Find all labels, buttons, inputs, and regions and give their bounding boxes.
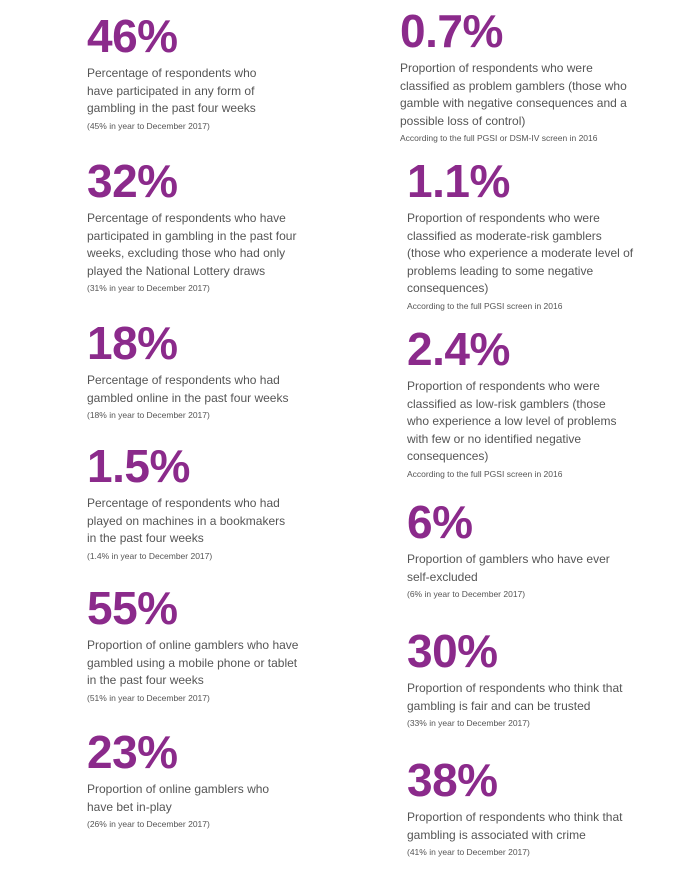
stat-note: According to the full PGSI or DSM-IV scr…	[400, 133, 598, 143]
stat-description: Proportion of respondents who were class…	[407, 379, 617, 463]
stat-description: Percentage of respondents who have parti…	[87, 66, 257, 115]
stat-description: Proportion of respondents who think that…	[407, 681, 623, 713]
stat-note: (45% in year to December 2017)	[87, 120, 210, 131]
stat-value: 46%	[87, 10, 178, 62]
stat-description: Proportion of online gamblers who have g…	[87, 638, 299, 687]
stat-note: (33% in year to December 2017)	[407, 718, 530, 728]
stat-note: (41% in year to December 2017)	[407, 847, 530, 857]
stat-note: (1.4% in year to December 2017)	[87, 550, 213, 561]
stat-description: Proportion of gamblers who have ever sel…	[407, 552, 610, 584]
stat-note: According to the full PGSI screen in 201…	[407, 300, 563, 311]
stat-description: Proportion of online gamblers who have b…	[87, 782, 270, 814]
stat-value: 0.7%	[400, 5, 503, 57]
stat-block: 55% Proportion of online gamblers who ha…	[87, 585, 302, 704]
stat-description: Percentage of respondents who have parti…	[87, 211, 297, 278]
stat-description: Proportion of respondents who were class…	[400, 61, 627, 128]
stat-description: Percentage of respondents who had gamble…	[87, 373, 289, 405]
stat-block: 30% Proportion of respondents who think …	[407, 628, 632, 729]
stat-value: 2.4%	[407, 323, 510, 375]
stat-block: 32% Percentage of respondents who have p…	[87, 158, 302, 294]
stat-value: 18%	[87, 317, 178, 369]
stat-value: 30%	[407, 625, 498, 677]
stat-note: (26% in year to December 2017)	[87, 819, 210, 829]
stat-block: 1.5% Percentage of respondents who had p…	[87, 443, 297, 562]
stat-value: 1.1%	[407, 155, 510, 207]
stat-note: (51% in year to December 2017)	[87, 692, 210, 703]
stat-value: 55%	[87, 582, 178, 634]
stat-value: 6%	[407, 496, 473, 548]
stat-value: 32%	[87, 155, 178, 207]
stat-value: 38%	[407, 754, 498, 806]
stat-description: Proportion of respondents who were class…	[407, 211, 634, 295]
stat-value: 23%	[87, 726, 178, 778]
stat-block: 0.7% Proportion of respondents who were …	[400, 8, 640, 144]
stat-block: 1.1% Proportion of respondents who were …	[407, 158, 637, 312]
stat-block: 38% Proportion of respondents who think …	[407, 757, 632, 858]
stat-block: 6% Proportion of gamblers who have ever …	[407, 499, 622, 600]
stat-block: 46% Percentage of respondents who have p…	[87, 13, 272, 132]
stat-block: 2.4% Proportion of respondents who were …	[407, 326, 617, 480]
stat-note: (31% in year to December 2017)	[87, 283, 210, 293]
stat-description: Proportion of respondents who think that…	[407, 810, 623, 842]
stat-block: 18% Percentage of respondents who had ga…	[87, 320, 297, 421]
stat-note: According to the full PGSI screen in 201…	[407, 468, 563, 479]
stat-value: 1.5%	[87, 440, 190, 492]
stat-note: (6% in year to December 2017)	[407, 589, 526, 599]
stat-note: (18% in year to December 2017)	[87, 410, 210, 420]
stat-description: Percentage of respondents who had played…	[87, 496, 286, 545]
stat-block: 23% Proportion of online gamblers who ha…	[87, 729, 277, 830]
